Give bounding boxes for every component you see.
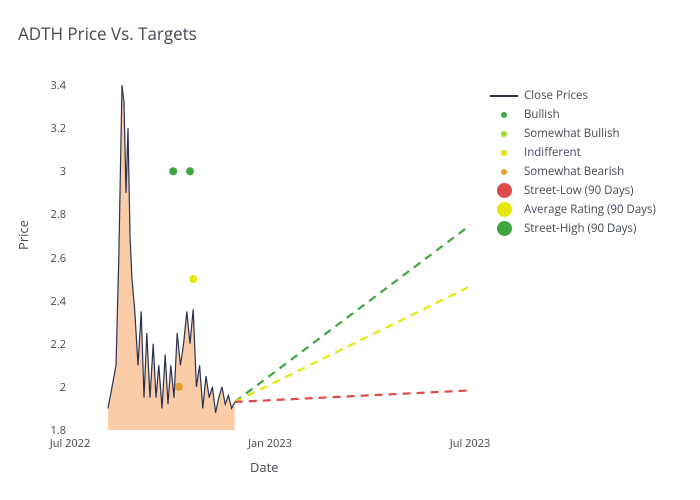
legend-line-icon — [490, 95, 518, 97]
legend-label: Somewhat Bullish — [524, 126, 620, 141]
analyst-dot — [189, 275, 197, 283]
legend-row: Street-Low (90 Days) — [490, 181, 656, 200]
legend-row: Close Prices — [490, 86, 656, 105]
target-line — [235, 251, 470, 402]
legend-dot-icon — [490, 221, 518, 236]
chart-title: ADTH Price Vs. Targets — [18, 22, 197, 45]
legend-dot-icon — [490, 112, 518, 118]
analyst-dot — [186, 167, 194, 175]
legend-dot-icon — [490, 169, 518, 175]
target-line — [235, 171, 470, 402]
x-tick: Jan 2023 — [248, 436, 292, 451]
y-tick: 3.2 — [38, 121, 66, 136]
legend-label: Street-Low (90 Days) — [524, 183, 634, 198]
legend-label: Indifferent — [524, 145, 581, 160]
legend-dot-icon — [490, 131, 518, 137]
legend-row: Average Rating (90 Days) — [490, 200, 656, 219]
legend-dot-icon — [490, 183, 518, 198]
x-tick: Jul 2022 — [50, 436, 91, 451]
analyst-dot — [169, 167, 177, 175]
legend-label: Average Rating (90 Days) — [524, 202, 656, 217]
legend: Close Prices Bullish Somewhat Bullish Indif… — [490, 86, 656, 238]
x-axis-label: Date — [250, 458, 279, 476]
y-tick: 2.2 — [38, 337, 66, 352]
price-area — [108, 85, 235, 430]
legend-row: Indifferent — [490, 143, 656, 162]
legend-row: Somewhat Bearish — [490, 162, 656, 181]
y-tick: 2 — [38, 380, 66, 395]
legend-row: Street-High (90 Days) — [490, 219, 656, 238]
legend-label: Somewhat Bearish — [524, 164, 624, 179]
y-tick: 3 — [38, 164, 66, 179]
legend-row: Somewhat Bullish — [490, 124, 656, 143]
y-axis-label: Price — [14, 220, 32, 250]
y-tick: 3.4 — [38, 78, 66, 93]
y-tick: 2.6 — [38, 251, 66, 266]
legend-label: Bullish — [524, 107, 560, 122]
target-line — [235, 387, 470, 402]
legend-label: Street-High (90 Days) — [524, 221, 636, 236]
legend-row: Bullish — [490, 105, 656, 124]
y-tick: 2.4 — [38, 294, 66, 309]
legend-dot-icon — [490, 150, 518, 156]
analyst-dot — [175, 383, 183, 391]
plot-area — [70, 85, 470, 430]
legend-label: Close Prices — [524, 88, 588, 103]
y-tick: 2.8 — [38, 207, 66, 222]
legend-dot-icon — [490, 202, 518, 217]
x-tick: Jul 2023 — [450, 436, 491, 451]
